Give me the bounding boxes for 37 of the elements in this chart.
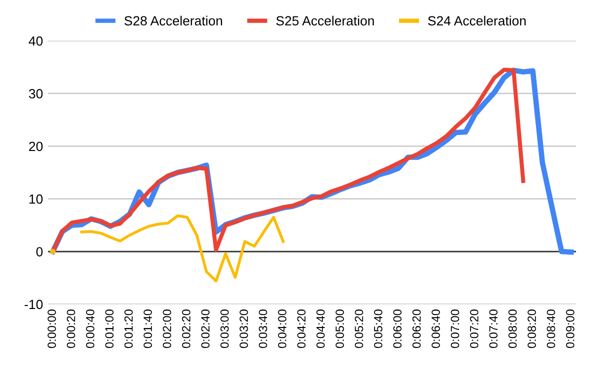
y-tick-label: 10: [29, 194, 43, 204]
x-tick-label: 0:00:00: [48, 310, 56, 348]
x-tick-label: 0:09:00: [566, 310, 574, 348]
x-tick-label: 0:04:40: [316, 310, 325, 348]
x-tick-label: 0:02:00: [162, 310, 172, 348]
y-tick-label: 0: [36, 247, 43, 256]
x-tick-label: 0:07:00: [450, 310, 460, 348]
x-tick-label: 0:08:40: [546, 310, 556, 348]
y-tick-label: 30: [28, 89, 43, 98]
legend-label: S25 Acceleration: [276, 16, 374, 26]
x-tick-label: 0:01:00: [105, 310, 114, 348]
legend-label: S28 Acceleration: [124, 16, 222, 26]
x-tick-label: 0:04:20: [297, 310, 306, 348]
x-tick-label: 0:06:40: [432, 310, 440, 348]
x-tick-label: 0:03:40: [258, 310, 268, 348]
x-tick-label: 0:07:40: [489, 310, 498, 348]
x-tick-label: 0:06:20: [412, 310, 421, 348]
x-tick-label: 0:08:20: [528, 310, 536, 348]
legend-label: S24 Acceleration: [428, 16, 526, 26]
x-tick-label: 0:00:20: [66, 310, 76, 348]
y-tick-label: -10: [24, 300, 43, 310]
x-tick-label: 0:01:20: [124, 310, 133, 348]
x-tick-label: 0:05:40: [374, 310, 382, 348]
x-tick-label: 0:03:20: [240, 310, 248, 348]
x-tick-label: 0:05:00: [336, 310, 344, 348]
y-tick-label: 20: [29, 142, 43, 152]
x-tick-label: 0:02:20: [182, 310, 190, 348]
x-tick-label: 0:04:00: [278, 310, 286, 348]
x-tick-label: 0:08:00: [508, 310, 517, 348]
x-tick-label: 0:07:20: [470, 310, 478, 348]
x-tick-label: 0:00:40: [86, 310, 94, 348]
y-tick-label: 40: [28, 36, 43, 46]
x-tick-label: 0:01:40: [144, 310, 152, 348]
x-tick-label: 0:02:40: [201, 310, 210, 348]
x-tick-label: 0:03:00: [220, 310, 229, 348]
x-tick-label: 0:05:20: [354, 310, 364, 348]
x-tick-label: 0:06:00: [393, 310, 402, 348]
